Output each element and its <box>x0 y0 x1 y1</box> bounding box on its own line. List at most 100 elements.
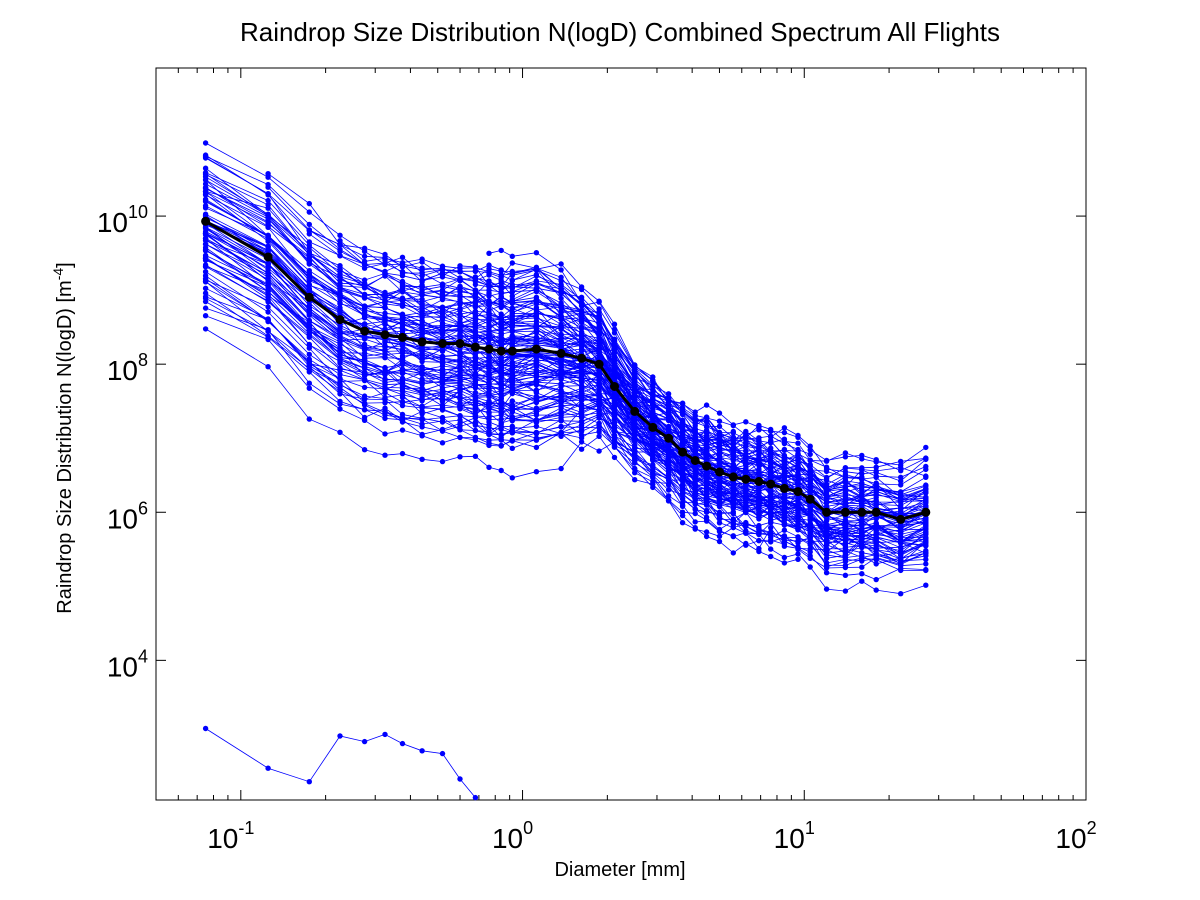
y-tick-label-exponent: 10 <box>128 202 148 222</box>
spectrum-point <box>923 455 929 461</box>
spectrum-point <box>382 396 388 403</box>
spectrum-point <box>650 455 656 462</box>
spectrum-point <box>768 525 774 531</box>
spectrum-point <box>873 468 879 474</box>
spectrum-point <box>265 205 271 211</box>
spectrum-point <box>756 427 762 433</box>
combined-spectrum-point <box>690 456 700 465</box>
spectrum-point <box>439 346 446 353</box>
spectrum-point <box>457 385 463 392</box>
spectrum-point <box>923 502 929 509</box>
spectrum-point <box>716 423 723 429</box>
combined-spectrum-point <box>360 326 370 336</box>
spectrum-point <box>692 470 698 477</box>
combined-spectrum-point <box>304 292 314 302</box>
spectrum-point <box>337 232 343 238</box>
spectrum-point <box>596 323 602 330</box>
spectrum-point <box>558 465 564 472</box>
spectrum-point <box>716 520 723 526</box>
spectrum-point <box>265 304 271 310</box>
spectrum-point <box>807 546 813 552</box>
spectrum-point <box>361 346 368 353</box>
spectrum-point <box>399 254 406 260</box>
spectrum-point <box>265 299 271 305</box>
spectrum-point <box>873 552 879 558</box>
spectrum-point <box>873 494 879 501</box>
spectrum-point <box>898 482 904 488</box>
spectrum-point <box>795 497 801 504</box>
spectrum-point <box>306 351 312 358</box>
spectrum-point <box>509 277 515 283</box>
x-tick-label-exponent: -1 <box>238 818 254 838</box>
spectrum-point <box>457 434 463 441</box>
spectrum-point <box>457 427 463 433</box>
spectrum-line <box>488 307 926 569</box>
spectrum-point <box>509 438 515 444</box>
spectrum-point <box>498 272 504 278</box>
spectrum-point <box>265 174 271 180</box>
spectrum-point <box>578 427 585 433</box>
spectrum-point <box>650 481 656 487</box>
spectrum-point <box>399 418 406 424</box>
spectrum-point <box>768 433 774 439</box>
spectrum-point <box>768 489 774 495</box>
spectrum-point <box>558 423 564 430</box>
spectrum-point <box>361 359 368 366</box>
spectrum-point <box>756 455 762 461</box>
spectrum-point <box>578 284 585 290</box>
spectrum-point <box>578 419 585 425</box>
spectrum-point <box>399 383 406 389</box>
spectrum-point <box>337 328 343 334</box>
spectrum-point <box>807 564 813 570</box>
spectrum-point <box>306 324 312 331</box>
spectrum-point <box>472 275 479 282</box>
spectrum-point <box>842 588 849 594</box>
spectrum-point <box>419 370 425 376</box>
spectrum-point <box>716 511 723 517</box>
spectrum-point <box>558 344 564 350</box>
spectrum-point <box>533 273 540 279</box>
spectrum-point <box>611 402 618 409</box>
spectrum-point <box>807 486 813 493</box>
combined-spectrum-point <box>896 514 906 524</box>
spectrum-point <box>795 527 801 533</box>
spectrum-point <box>692 525 698 531</box>
spectrum-series <box>472 281 929 495</box>
spectrum-point <box>823 524 830 530</box>
spectrum-point <box>596 340 602 346</box>
spectrum-point <box>807 461 813 468</box>
spectrum-point <box>692 482 698 488</box>
spectrum-point <box>533 380 540 386</box>
spectrum-point <box>337 333 343 340</box>
spectrum-point <box>265 281 271 287</box>
spectrum-point <box>558 338 564 344</box>
spectrum-point <box>306 385 312 391</box>
y-tick-label: 106 <box>107 498 148 534</box>
spectrum-point <box>743 436 749 443</box>
spectrum-point <box>703 508 710 515</box>
spectrum-point <box>768 502 774 508</box>
spectrum-point <box>795 534 801 540</box>
spectrum-point <box>578 406 585 412</box>
spectrum-point <box>596 298 602 304</box>
spectrum-point <box>578 410 585 417</box>
spectrum-point <box>486 464 492 470</box>
spectrum-point <box>703 457 710 463</box>
spectrum-point <box>457 420 463 427</box>
spectrum-point <box>509 398 515 404</box>
spectrum-point <box>692 497 698 504</box>
spectrum-point <box>781 521 788 528</box>
spectrum-point <box>873 486 879 492</box>
spectrum-point <box>509 354 515 360</box>
spectrum-point <box>558 308 564 315</box>
spectrum-point <box>486 440 492 446</box>
spectrum-point <box>361 336 368 342</box>
y-tick-label: 108 <box>107 350 148 386</box>
spectrum-point <box>923 582 929 588</box>
spectrum-point <box>498 363 504 369</box>
spectrum-point <box>923 516 929 522</box>
spectrum-point <box>382 405 388 411</box>
spectrum-point <box>730 422 736 429</box>
spectrum-point <box>859 517 865 523</box>
spectrum-point <box>665 402 672 409</box>
